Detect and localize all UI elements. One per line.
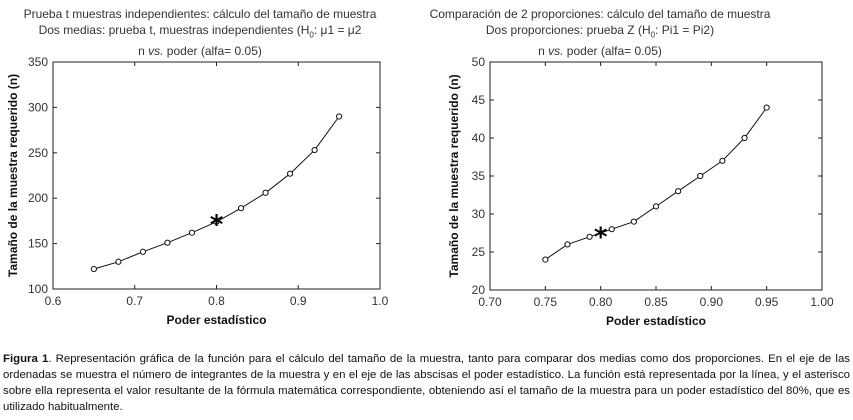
y-tick-label: 100: [28, 282, 48, 296]
asterisk-marker: *: [210, 210, 224, 240]
data-point: [763, 104, 770, 111]
y-tick-label: 30: [472, 207, 486, 221]
y-tick-label: 250: [28, 146, 48, 160]
y-tick-label: 25: [472, 245, 486, 259]
title-line3-vs: vs.: [548, 44, 564, 59]
x-tick-label: 0.9: [290, 294, 307, 308]
title-line3-start: n: [138, 44, 149, 59]
data-point: [652, 203, 660, 210]
chart-title-line2: Dos medias: prueba t, muestras independi…: [0, 22, 400, 43]
data-point: [697, 172, 704, 180]
figure-caption: Figura 1. Representación gráfica de la f…: [3, 351, 850, 415]
y-tick-label: 40: [472, 131, 486, 145]
x-tick-label: 0.95: [755, 295, 779, 309]
caption-text: . Representación gráfica de la función p…: [3, 353, 850, 413]
y-tick-label: 200: [28, 191, 48, 205]
title-line2-end: : μ1 = μ2: [313, 23, 362, 37]
title-line2-start: Dos proporciones: prueba Z (H: [485, 23, 651, 37]
x-tick-label: 0.7: [126, 294, 143, 308]
plot-frame: [489, 61, 823, 291]
chart-title: Comparación de 2 proporciones: cálculo d…: [390, 6, 810, 59]
series-line: [545, 107, 768, 261]
chart-title-line1: Prueba t muestras independientes: cálcul…: [23, 7, 377, 21]
data-point: [237, 205, 245, 212]
data-point: [262, 189, 269, 196]
y-tick-label: 50: [472, 55, 486, 69]
x-axis-label: Poder estadístico: [606, 314, 706, 328]
data-point: [564, 241, 571, 248]
x-tick-label: 0.75: [534, 295, 558, 309]
data-point: [542, 256, 549, 263]
title-subscript: 0: [650, 30, 656, 40]
data-point: [188, 229, 196, 236]
data-point: [213, 218, 220, 225]
title-line3-vs: vs.: [148, 44, 164, 59]
x-tick-label: 1.0: [372, 294, 389, 308]
data-point: [675, 188, 682, 195]
x-axis-label: Poder estadístico: [166, 313, 266, 327]
data-point: [286, 170, 294, 177]
title-line3-start: n: [538, 44, 549, 59]
y-tick-label: 35: [472, 169, 486, 183]
chart-plot-area: 0.70 0.75 0.80 0.85 0.90 0.95 1.00 20 25 30 35 40 45…: [447, 55, 834, 328]
chart-plot-area: 0.6 0.7 0.8 0.9 1.0 100 150 200 250 300 350 * Poder …: [6, 55, 389, 327]
title-line3-end: poder (alfa= 0.05): [163, 44, 262, 59]
y-tick-label: 300: [28, 100, 48, 114]
title-line2-start: Dos medias: prueba t, muestras independi…: [38, 23, 310, 37]
x-tick-label: 0.6: [45, 294, 62, 308]
chart-proportion-comparison: Comparación de 2 proporciones: cálculo d…: [430, 0, 853, 335]
x-tick-label: 0.90: [700, 295, 724, 309]
title-line2-end: : Pi1 = Pi2): [655, 23, 715, 37]
data-point: [741, 134, 748, 142]
data-point: [630, 218, 637, 225]
y-tick-label: 20: [472, 283, 486, 297]
chart-title-line3: n vs. poder (alfa= 0.05): [390, 43, 810, 59]
chart-title-line1: Comparación de 2 proporciones: cálculo d…: [429, 7, 771, 21]
y-tick-label: 45: [472, 93, 486, 107]
data-point: [586, 233, 593, 240]
data-point: [608, 226, 615, 233]
chart-mean-comparison: Prueba t muestras independientes: cálcul…: [0, 0, 400, 335]
title-subscript: 0: [309, 30, 314, 40]
x-tick-label: 0.80: [589, 295, 613, 309]
chart-title-line2: Dos proporciones: prueba Z (H0: Pi1 = Pi…: [390, 22, 810, 43]
data-point: [336, 113, 343, 120]
data-point: [90, 265, 97, 273]
y-tick-label: 350: [28, 55, 48, 69]
asterisk-marker: *: [594, 223, 608, 253]
x-tick-label: 1.00: [810, 295, 834, 309]
plot-frame: [52, 61, 381, 290]
caption-label: Figura 1: [3, 353, 49, 365]
chart-title: Prueba t muestras independientes: cálcul…: [0, 6, 400, 59]
data-point: [311, 146, 318, 154]
data-point: [719, 157, 726, 164]
series-line: [93, 116, 340, 270]
x-tick-label: 0.85: [644, 295, 668, 309]
y-axis-label: Tamaño de la muestra requerido (n): [447, 74, 461, 277]
x-tick-label: 0.70: [478, 295, 502, 309]
title-line3-end: poder (alfa= 0.05): [563, 44, 662, 59]
data-point: [139, 248, 147, 255]
y-tick-label: 150: [28, 237, 48, 251]
data-point: [164, 239, 171, 246]
x-tick-label: 0.8: [208, 294, 225, 308]
data-point: [115, 258, 122, 265]
chart-title-line3: n vs. poder (alfa= 0.05): [0, 43, 400, 59]
y-axis-label: Tamaño de la muestra requerido (n): [6, 74, 20, 277]
